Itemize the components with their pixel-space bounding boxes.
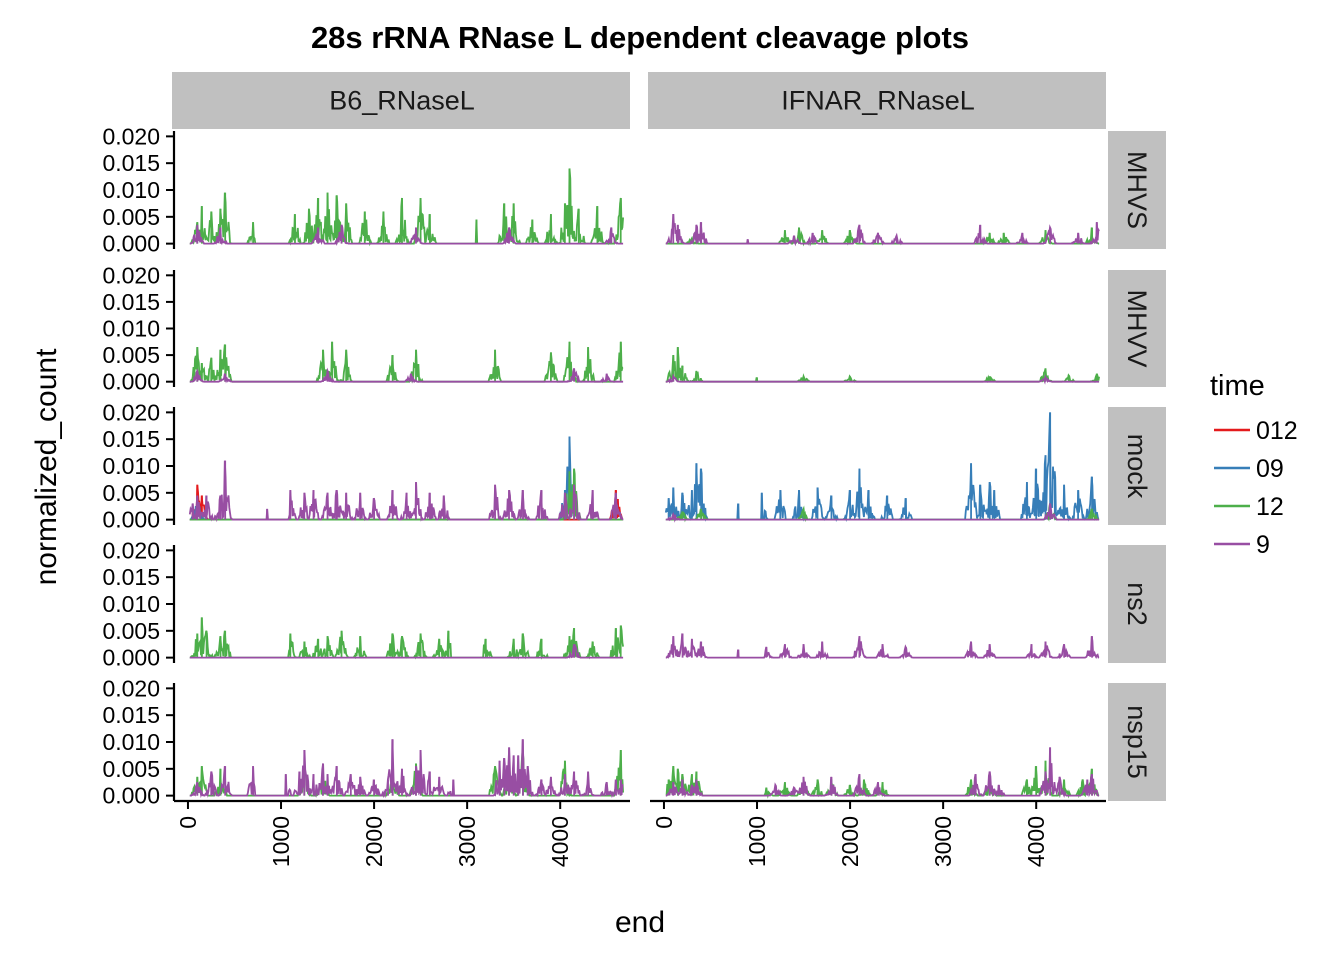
x-axis-B6_RNaseL: 0 1000 2000 3000 4000	[174, 799, 630, 867]
series-line-9	[665, 503, 1100, 523]
facet-panels: B6_RNaseL IFNAR_RNaseL MHVS MHVV mock ns2 nsp1…	[172, 72, 1166, 801]
strip-column-label: IFNAR_RNaseL	[781, 86, 975, 116]
y-tick-label: 0.010	[102, 591, 160, 617]
legend-title: time	[1210, 370, 1265, 402]
series-line-9	[189, 643, 624, 659]
series-line-12	[189, 341, 624, 384]
panel-IFNAR_RNaseL-MHVV	[665, 347, 1100, 385]
x-tick-label: 1000	[744, 816, 770, 867]
y-tick-label: 0.005	[102, 480, 160, 506]
panel-B6_RNaseL-ns2	[189, 617, 624, 660]
y-tick-label: 0.000	[102, 369, 160, 395]
y-tick-label: 0.020	[102, 675, 160, 701]
axes: 0.0000.0050.0100.0150.0200.0000.0050.010…	[102, 123, 1106, 867]
strip-column-B6_RNaseL: B6_RNaseL	[172, 72, 630, 129]
y-tick-label: 0.020	[102, 399, 160, 425]
y-tick-label: 0.020	[102, 537, 160, 563]
y-tick-label: 0.015	[102, 702, 160, 728]
strip-row-nsp15: nsp15	[1108, 683, 1166, 801]
y-tick-label: 0.015	[102, 426, 160, 452]
x-tick-label: 3000	[930, 816, 956, 867]
series-line-9	[189, 739, 624, 799]
panel-B6_RNaseL-MHVV	[189, 341, 624, 384]
x-tick-label: 4000	[1023, 816, 1049, 867]
panel-IFNAR_RNaseL-nsp15	[665, 747, 1100, 799]
x-tick-label: 2000	[837, 816, 863, 867]
y-tick-label: 0.000	[102, 231, 160, 257]
chart-title: 28s rRNA RNase L dependent cleavage plot…	[311, 20, 969, 55]
strip-row-label: MHVV	[1122, 289, 1152, 367]
legend-label: 12	[1256, 493, 1284, 521]
strip-row-label: MHVS	[1122, 151, 1152, 229]
series-line-9	[189, 224, 624, 246]
y-tick-label: 0.020	[102, 262, 160, 288]
y-tick-label: 0.005	[102, 342, 160, 368]
y-tick-label: 0.015	[102, 564, 160, 590]
y-tick-label: 0.000	[102, 507, 160, 533]
y-tick-label: 0.010	[102, 453, 160, 479]
legend: time 012 09 12 9	[1210, 370, 1298, 559]
panel-B6_RNaseL-MHVS	[189, 168, 624, 247]
panel-B6_RNaseL-nsp15	[189, 739, 624, 799]
y-tick-label: 0.015	[102, 150, 160, 176]
x-tick-label: 0	[651, 816, 677, 829]
y-tick-label: 0.000	[102, 783, 160, 809]
y-tick-label: 0.005	[102, 756, 160, 782]
strip-row-MHVS: MHVS	[1108, 131, 1166, 249]
series-line-9	[665, 373, 1100, 385]
y-tick-label: 0.015	[102, 289, 160, 315]
legend-label: 012	[1256, 417, 1298, 445]
legend-item-9: 9	[1214, 531, 1270, 559]
legend-item-09: 09	[1214, 455, 1284, 483]
series-line-12	[665, 347, 1100, 384]
strip-row-label: mock	[1122, 434, 1152, 499]
y-axis-title: normalized_count	[30, 348, 63, 585]
y-tick-label: 0.010	[102, 729, 160, 755]
strip-row-label: nsp15	[1122, 705, 1152, 779]
x-axis-IFNAR_RNaseL: 0 1000 2000 3000 4000	[650, 799, 1106, 867]
x-tick-label: 1000	[268, 816, 294, 867]
x-tick-label: 0	[175, 816, 201, 829]
strip-column-IFNAR_RNaseL: IFNAR_RNaseL	[648, 72, 1106, 129]
legend-item-012: 012	[1214, 417, 1298, 445]
y-tick-label: 0.005	[102, 618, 160, 644]
y-tick-label: 0.000	[102, 645, 160, 671]
series-line-12	[189, 168, 624, 247]
series-line-09	[664, 412, 1100, 523]
series-line-9	[189, 367, 624, 384]
legend-item-12: 12	[1214, 493, 1284, 521]
strip-column-label: B6_RNaseL	[329, 86, 475, 116]
x-tick-label: 3000	[454, 816, 480, 867]
panel-IFNAR_RNaseL-MHVS	[665, 214, 1100, 247]
panel-B6_RNaseL-mock	[188, 436, 624, 523]
legend-label: 9	[1256, 531, 1270, 559]
legend-label: 09	[1256, 455, 1284, 483]
y-tick-label: 0.010	[102, 177, 160, 203]
series-line-9	[665, 214, 1100, 247]
strip-row-MHVV: MHVV	[1108, 270, 1166, 387]
y-tick-label: 0.010	[102, 316, 160, 342]
y-tick-label: 0.005	[102, 204, 160, 230]
strip-row-ns2: ns2	[1108, 545, 1166, 663]
series-line-9	[665, 747, 1100, 798]
series-line-9	[188, 460, 624, 523]
series-line-12	[189, 617, 624, 660]
strip-row-label: ns2	[1122, 582, 1152, 626]
x-tick-label: 2000	[361, 816, 387, 867]
strip-row-mock: mock	[1108, 407, 1166, 525]
panel-IFNAR_RNaseL-ns2	[665, 633, 1100, 661]
x-axis-title: end	[615, 906, 665, 939]
y-tick-label: 0.020	[102, 123, 160, 149]
x-tick-label: 4000	[547, 816, 573, 867]
panel-IFNAR_RNaseL-mock	[664, 412, 1100, 523]
